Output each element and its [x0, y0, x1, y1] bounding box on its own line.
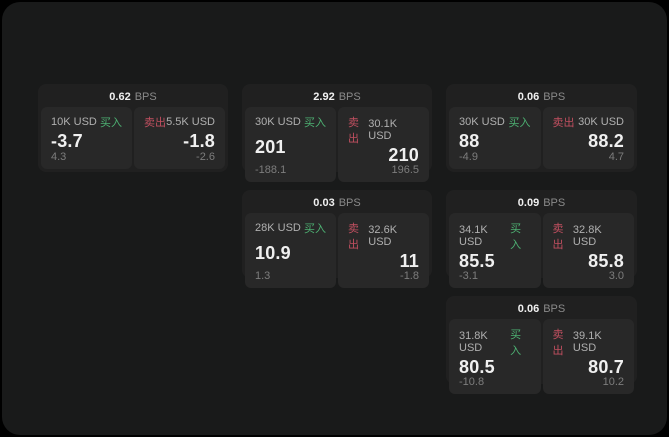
buy-panel[interactable]: 28K USD 买入 10.9 1.3 [245, 213, 336, 288]
sell-sub-value: 10.2 [602, 376, 624, 388]
sell-panel[interactable]: 卖出 32.6K USD 11 -1.8 [338, 213, 429, 288]
buy-panel[interactable]: 30K USD 买入 201 -188.1 [245, 107, 336, 182]
sell-sub-value: 196.5 [391, 164, 419, 176]
buy-sub-value: 4.3 [51, 151, 67, 163]
buy-sub-value: -10.8 [459, 376, 485, 388]
buy-tag: 买入 [304, 117, 326, 129]
buy-amount: 31.8K USD [459, 330, 488, 354]
buy-amount: 28K USD [255, 222, 301, 234]
buy-sub-value: -188.1 [255, 164, 287, 176]
buy-price: 10.9 [255, 243, 291, 263]
bps-value: 0.06 [517, 91, 540, 103]
bps-value: 2.92 [313, 91, 335, 103]
sell-price: -1.8 [183, 130, 215, 151]
sell-tag: 卖出 [552, 329, 564, 357]
sell-panel[interactable]: 卖出 5.5K USD -1.8 -2.6 [134, 107, 225, 169]
bps-label: BPS [338, 197, 361, 209]
sell-amount: 32.8K USD [572, 224, 602, 248]
bps-value: 0.09 [517, 197, 540, 209]
bps-label: BPS [543, 197, 566, 209]
sell-sub-value: 3.0 [608, 270, 624, 282]
buy-amount: 10K USD [51, 116, 97, 128]
sell-amount: 30.1K USD [368, 118, 398, 142]
sell-tag: 卖出 [348, 223, 359, 251]
sell-tag: 卖出 [552, 117, 575, 129]
buy-panel[interactable]: 31.8K USD 买入 80.5 -10.8 [449, 319, 541, 394]
sell-amount: 39.1K USD [572, 330, 602, 354]
buy-panel[interactable]: 34.1K USD 买入 85.5 -3.1 [449, 213, 541, 288]
buy-tag: 买入 [510, 329, 522, 357]
quote-cards-grid: 0.62 BPS 10K USD 买入 -3.7 4.3 卖出 5.5K USD [38, 84, 637, 394]
buy-price: 201 [255, 137, 286, 157]
quote-card: 0.06 BPS 31.8K USD 买入 80.5 -10.8 卖出 39.1… [446, 296, 637, 394]
sell-sub-value: -1.8 [400, 270, 419, 282]
sell-amount: 32.6K USD [368, 224, 398, 248]
buy-amount: 30K USD [459, 116, 505, 128]
buy-tag: 买入 [100, 117, 122, 129]
bps-label: BPS [543, 91, 566, 103]
card-header: 0.09 BPS [449, 193, 634, 213]
buy-tag: 买入 [508, 117, 531, 129]
buy-tag: 买入 [304, 223, 326, 235]
buy-price: -3.7 [51, 130, 83, 151]
buy-tag: 买入 [510, 223, 522, 251]
card-header: 0.06 BPS [449, 87, 634, 107]
buy-panel[interactable]: 10K USD 买入 -3.7 4.3 [41, 107, 132, 169]
bps-value: 0.62 [109, 91, 131, 103]
sell-amount: 5.5K USD [166, 116, 215, 128]
sell-panel[interactable]: 卖出 30K USD 88.2 4.7 [542, 107, 634, 169]
buy-price: 85.5 [459, 251, 495, 271]
buy-amount: 30K USD [255, 116, 301, 128]
bps-label: BPS [338, 91, 361, 103]
quote-card: 0.62 BPS 10K USD 买入 -3.7 4.3 卖出 5.5K USD [38, 84, 228, 172]
sell-tag: 卖出 [144, 117, 166, 129]
sell-tag: 卖出 [348, 117, 359, 145]
sell-price: 80.7 [588, 357, 624, 377]
sell-price: 88.2 [588, 130, 624, 151]
sell-price: 85.8 [588, 251, 624, 271]
buy-amount: 34.1K USD [459, 224, 488, 248]
card-header: 2.92 BPS [245, 87, 429, 107]
card-header: 0.03 BPS [245, 193, 429, 213]
card-header: 0.62 BPS [41, 87, 225, 107]
sell-price: 210 [388, 145, 419, 165]
quote-card: 0.03 BPS 28K USD 买入 10.9 1.3 卖出 32.6K US… [242, 190, 432, 288]
sell-panel[interactable]: 卖出 30.1K USD 210 196.5 [338, 107, 429, 182]
buy-sub-value: 1.3 [255, 270, 271, 282]
sell-panel[interactable]: 卖出 39.1K USD 80.7 10.2 [542, 319, 634, 394]
buy-panel[interactable]: 30K USD 买入 88 -4.9 [449, 107, 541, 169]
sell-amount: 30K USD [578, 116, 624, 128]
sell-price: 11 [399, 251, 419, 271]
sell-panel[interactable]: 卖出 32.8K USD 85.8 3.0 [542, 213, 634, 288]
buy-sub-value: -3.1 [459, 270, 478, 282]
bps-value: 0.06 [517, 303, 540, 315]
buy-sub-value: -4.9 [459, 151, 478, 163]
buy-price: 88 [459, 130, 480, 151]
sell-sub-value: 4.7 [608, 151, 624, 163]
quote-card: 2.92 BPS 30K USD 买入 201 -188.1 卖出 30.1K … [242, 84, 432, 182]
card-header: 0.06 BPS [449, 299, 634, 319]
bps-label: BPS [543, 303, 566, 315]
bps-value: 0.03 [313, 197, 335, 209]
bps-label: BPS [134, 91, 157, 103]
sell-sub-value: -2.6 [196, 151, 215, 163]
quote-card: 0.06 BPS 30K USD 买入 88 -4.9 卖出 30K USD [446, 84, 637, 172]
quote-card: 0.09 BPS 34.1K USD 买入 85.5 -3.1 卖出 32.8K… [446, 190, 637, 288]
sell-tag: 卖出 [552, 223, 564, 251]
buy-price: 80.5 [459, 357, 495, 377]
